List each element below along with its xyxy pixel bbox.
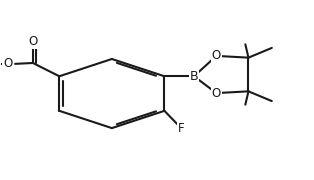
Text: O: O — [212, 49, 221, 62]
Text: O: O — [28, 35, 37, 48]
Text: F: F — [178, 122, 184, 135]
Text: B: B — [190, 70, 198, 83]
Text: O: O — [3, 57, 13, 70]
Text: O: O — [212, 87, 221, 100]
